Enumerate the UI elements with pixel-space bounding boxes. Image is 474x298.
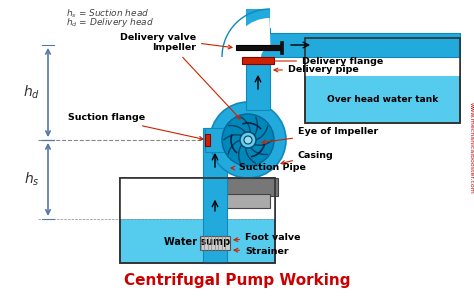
Text: Delivery valve: Delivery valve: [120, 33, 232, 49]
Bar: [120, 178, 275, 219]
Bar: [246, 28, 270, 110]
Text: Foot valve: Foot valve: [234, 234, 301, 243]
Text: www.mechanicalbooster.com: www.mechanicalbooster.com: [468, 102, 474, 194]
Text: Eye of Impeller: Eye of Impeller: [262, 128, 378, 144]
Bar: [218, 178, 278, 196]
Bar: [242, 57, 274, 64]
Bar: [120, 178, 275, 263]
Bar: [120, 178, 275, 263]
Text: $h_d$: $h_d$: [23, 84, 40, 101]
Text: Delivery flange: Delivery flange: [246, 57, 383, 66]
Bar: [280, 41, 283, 54]
Text: Water sump: Water sump: [164, 237, 231, 247]
Circle shape: [240, 132, 256, 148]
Text: Casing: Casing: [281, 150, 334, 164]
Bar: [205, 128, 227, 152]
Bar: [305, 38, 460, 123]
Circle shape: [210, 102, 286, 178]
Bar: [203, 128, 227, 263]
Bar: [305, 38, 460, 76]
Text: Strainer: Strainer: [234, 246, 289, 255]
Circle shape: [222, 114, 274, 166]
Bar: [246, 33, 460, 57]
Bar: [236, 45, 280, 50]
Bar: [246, 9, 270, 57]
Text: Suction flange: Suction flange: [68, 114, 203, 140]
Text: $h_s$: $h_s$: [24, 171, 40, 188]
Text: Suction Pipe: Suction Pipe: [231, 164, 306, 173]
Circle shape: [244, 136, 252, 144]
Text: Centrifugal Pump Working: Centrifugal Pump Working: [124, 273, 350, 288]
Bar: [200, 236, 230, 250]
Bar: [205, 134, 210, 146]
Bar: [226, 194, 270, 208]
Text: Over head water tank: Over head water tank: [327, 95, 438, 104]
Bar: [305, 38, 460, 123]
Text: $h_d$ = Delivery head: $h_d$ = Delivery head: [66, 16, 154, 29]
Text: $h_s$ = Suction head: $h_s$ = Suction head: [66, 7, 149, 19]
Text: Impeller: Impeller: [152, 44, 240, 119]
Text: Delivery pipe: Delivery pipe: [274, 66, 359, 74]
